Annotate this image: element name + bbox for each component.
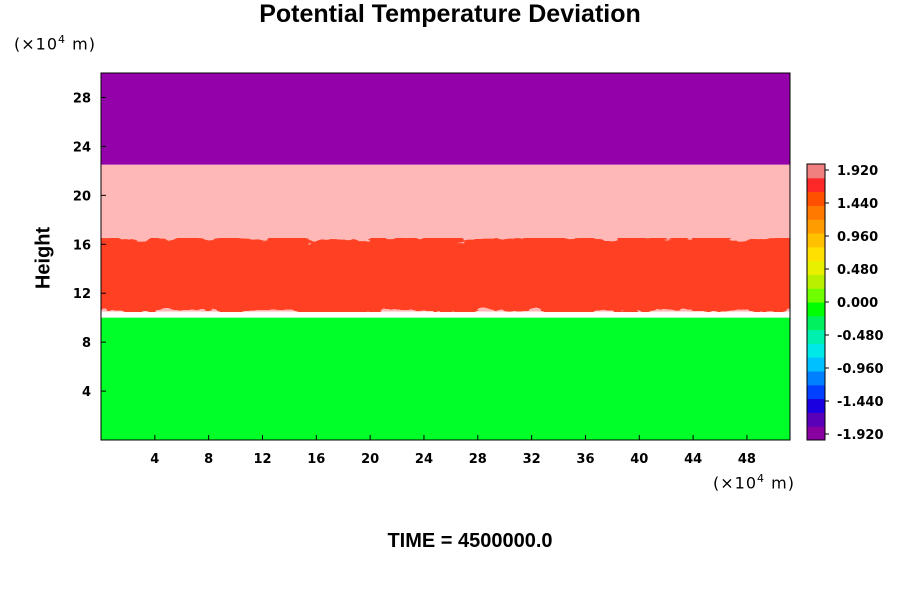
colorbar-swatch	[807, 205, 825, 220]
colorbar-swatch	[807, 412, 825, 427]
colorbar-swatch	[807, 357, 825, 372]
colorbar-swatch	[807, 233, 825, 248]
colorbar-label: 0.480	[837, 263, 878, 278]
y-tick-label: 12	[73, 287, 91, 302]
colorbar-swatch	[807, 426, 825, 441]
colorbar-swatch	[807, 260, 825, 275]
x-tick-label: 40	[630, 452, 648, 467]
colorbar-swatch	[807, 329, 825, 344]
colorbar-swatch	[807, 164, 825, 179]
colorbar-label: 0.960	[837, 230, 878, 245]
y-tick-label: 20	[73, 189, 91, 204]
x-tick-label: 32	[523, 452, 541, 467]
y-tick-label: 4	[82, 385, 91, 400]
colorbar-swatch	[807, 219, 825, 234]
colorbar-swatch	[807, 343, 825, 358]
colorbar-label: 1.920	[837, 164, 878, 179]
x-tick-label: 24	[415, 452, 433, 467]
y-tick-label: 28	[73, 91, 91, 106]
x-tick-label: 48	[738, 452, 756, 467]
field-region-upper-layer	[101, 73, 790, 165]
colorbar-label: 1.440	[837, 197, 878, 212]
colorbar-swatch	[807, 191, 825, 206]
x-tick-label: 8	[204, 452, 213, 467]
colorbar-label: -0.480	[837, 329, 884, 344]
colorbar-swatch	[807, 177, 825, 193]
colorbar-swatch	[807, 384, 825, 400]
colorbar-swatch	[807, 288, 825, 303]
colorbar-label: -0.960	[837, 362, 884, 377]
colorbar-swatch	[807, 398, 825, 413]
y-tick-label: 16	[73, 238, 91, 253]
colorbar-swatch	[807, 315, 825, 331]
field-region-lower-layer	[101, 317, 790, 440]
y-tick-label: 8	[82, 336, 91, 351]
field-region-warm-core	[101, 238, 790, 312]
colorbar-label: 0.000	[837, 296, 878, 311]
y-axis-unit: (×104 m)	[14, 33, 96, 54]
x-tick-label: 20	[361, 452, 379, 467]
x-tick-label: 4	[150, 452, 159, 467]
colorbar-swatch	[807, 302, 825, 317]
x-tick-label: 12	[253, 452, 271, 467]
x-tick-label: 16	[307, 452, 325, 467]
colorbar-swatch	[807, 371, 825, 386]
colorbar-swatch	[807, 274, 825, 289]
x-tick-label: 36	[576, 452, 594, 467]
colorbar-swatch	[807, 246, 825, 262]
chart-title: Potential Temperature Deviation	[259, 0, 641, 28]
colorbar-label: -1.440	[837, 395, 884, 410]
x-tick-label: 28	[469, 452, 487, 467]
y-tick-label: 24	[73, 140, 91, 155]
x-tick-label: 44	[684, 452, 702, 467]
time-label: TIME = 4500000.0	[387, 530, 553, 552]
x-axis-unit: (×104 m)	[713, 472, 795, 493]
colorbar-label: -1.920	[837, 428, 884, 443]
